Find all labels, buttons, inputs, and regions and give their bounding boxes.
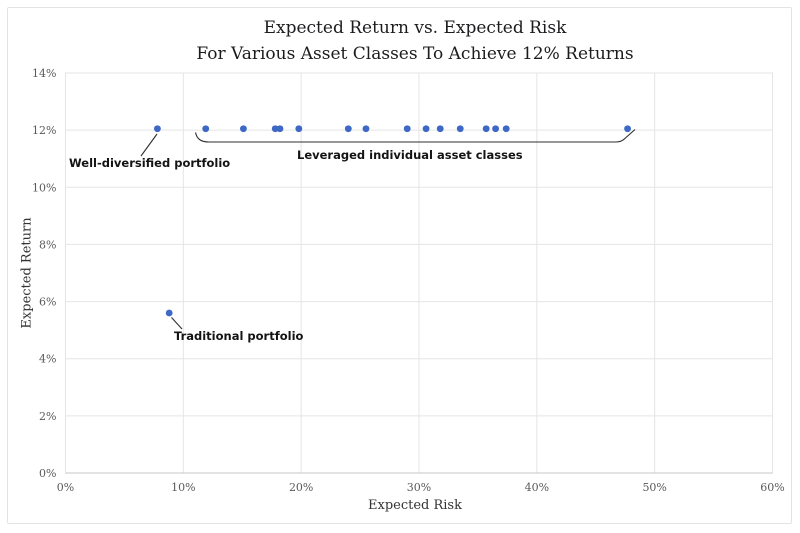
x-tick-label: 30% <box>407 481 431 494</box>
chart-border <box>7 7 792 524</box>
annotation-well-diversified: Well-diversified portfolio <box>69 156 231 170</box>
annotation-leveraged: Leveraged individual asset classes <box>297 148 523 162</box>
scatter-point <box>502 125 510 133</box>
well-diversified-leader-line <box>140 133 158 157</box>
scatter-point <box>295 125 303 133</box>
scatter-point <box>344 125 352 133</box>
scatter-point <box>271 125 279 133</box>
scatter-point <box>422 125 430 133</box>
scatter-point <box>624 125 631 133</box>
y-tick-label: 14% <box>32 67 56 80</box>
y-tick-label: 10% <box>32 181 56 194</box>
scatter-point <box>202 125 210 133</box>
scatter-point <box>154 125 161 133</box>
scatter-point <box>362 125 370 133</box>
leveraged-bracket <box>194 129 636 143</box>
x-tick-label: 40% <box>525 481 549 494</box>
scatter-point <box>456 125 464 133</box>
chart-title-block: Expected Return vs. Expected Risk For Va… <box>20 15 800 67</box>
scatter-point <box>436 125 444 133</box>
traditional-leader-line <box>171 317 183 330</box>
y-tick-label: 8% <box>39 238 56 251</box>
scatter-point <box>165 309 173 317</box>
y-tick-label: 12% <box>32 124 56 137</box>
scatter-point <box>492 125 499 133</box>
annotation-lines <box>140 129 636 330</box>
annotation-traditional: Traditional portfolio <box>174 329 304 343</box>
y-axis-title: Expected Return <box>19 217 35 329</box>
x-tick-label: 50% <box>642 481 666 494</box>
x-tick-label: 20% <box>289 481 313 494</box>
x-tick-label: 10% <box>171 481 195 494</box>
y-tick-label: 2% <box>39 410 56 423</box>
x-tick-label: 60% <box>760 481 784 494</box>
y-tick-label: 4% <box>39 353 56 366</box>
scatter-point <box>482 125 490 133</box>
y-tick-label: 0% <box>39 467 56 480</box>
chart-title: Expected Return vs. Expected Risk <box>263 18 567 38</box>
scatter-point <box>403 125 411 133</box>
y-tick-label: 6% <box>39 296 56 309</box>
chart-subtitle: For Various Asset Classes To Achieve 12%… <box>196 44 634 64</box>
scatter-point <box>240 125 247 133</box>
x-tick-label: 0% <box>57 481 74 494</box>
x-axis-title: Expected Risk <box>368 498 462 513</box>
scatter-point <box>276 125 284 133</box>
